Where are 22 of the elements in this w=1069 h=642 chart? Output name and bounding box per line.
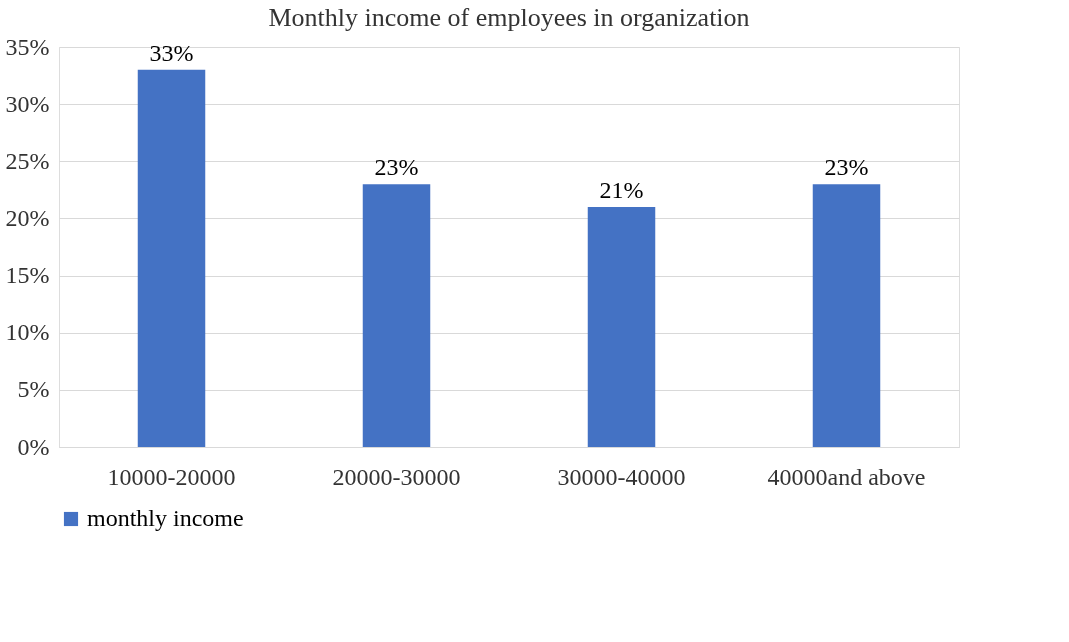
y-tick-label: 15%	[5, 262, 50, 289]
y-tick-label: 20%	[5, 204, 50, 231]
y-tick-label: 0%	[17, 433, 50, 460]
bar	[587, 207, 656, 447]
text: 33%	[149, 39, 194, 66]
text: 23%	[824, 154, 869, 181]
x-tick-label: 30000-40000	[557, 463, 686, 490]
chart-title: Monthly income of employees in organization	[268, 3, 750, 32]
y-tick-label: 25%	[5, 147, 50, 174]
legend-label: monthly income	[87, 505, 244, 531]
x-tick-label: 20000-30000	[332, 463, 461, 490]
y-tick-label: 30%	[5, 90, 50, 117]
y-tick-label: 5%	[17, 376, 50, 403]
bar	[812, 184, 881, 447]
x-tick-label: 10000-20000	[107, 463, 236, 490]
text: 21%	[599, 177, 644, 203]
x-tick-label: 40000and above	[767, 463, 926, 490]
text: 23%	[374, 154, 419, 181]
y-tick-label: 10%	[5, 319, 50, 346]
bar	[137, 69, 206, 447]
bar	[362, 184, 431, 447]
y-tick-label: 35%	[5, 33, 50, 60]
